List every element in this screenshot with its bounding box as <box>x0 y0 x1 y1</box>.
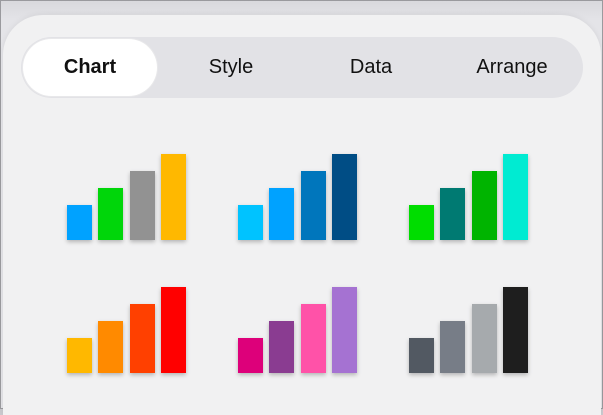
chart-style-bar <box>67 205 92 240</box>
chart-style-multicolor[interactable] <box>47 130 197 240</box>
chart-style-bar <box>301 171 326 240</box>
tab-segmented-control: Chart Style Data Arrange <box>21 37 583 98</box>
format-panel: Chart Style Data Arrange <box>3 15 601 415</box>
chart-style-bar <box>503 154 528 240</box>
chart-style-bar <box>472 304 497 373</box>
chart-style-bar <box>503 287 528 373</box>
chart-style-blue[interactable] <box>218 130 368 240</box>
tab-style[interactable]: Style <box>208 56 254 78</box>
chart-style-bar <box>269 321 294 373</box>
chart-style-bar <box>238 205 263 240</box>
chart-style-bar <box>440 321 465 373</box>
chart-style-bar <box>301 304 326 373</box>
chart-style-bar <box>98 188 123 240</box>
tab-data[interactable]: Data <box>349 56 393 78</box>
chart-style-bar <box>67 338 92 373</box>
chart-style-bar <box>409 205 434 240</box>
tab-chart[interactable]: Chart <box>23 39 157 96</box>
chart-style-bar <box>332 154 357 240</box>
chart-style-gray[interactable] <box>389 263 539 373</box>
chart-style-bar <box>161 287 186 373</box>
chart-style-bar <box>130 171 155 240</box>
chart-style-bar <box>161 154 186 240</box>
chart-style-bar <box>472 171 497 240</box>
chart-style-bar <box>332 287 357 373</box>
chart-style-bar <box>269 188 294 240</box>
chart-style-green[interactable] <box>389 130 539 240</box>
chart-style-bar <box>238 338 263 373</box>
chart-style-bar <box>409 338 434 373</box>
chart-style-warm[interactable] <box>47 263 197 373</box>
chart-style-bar <box>98 321 123 373</box>
chart-style-pink-purple[interactable] <box>218 263 368 373</box>
tab-arrange[interactable]: Arrange <box>476 56 548 78</box>
chart-style-bar <box>130 304 155 373</box>
chart-style-bar <box>440 188 465 240</box>
